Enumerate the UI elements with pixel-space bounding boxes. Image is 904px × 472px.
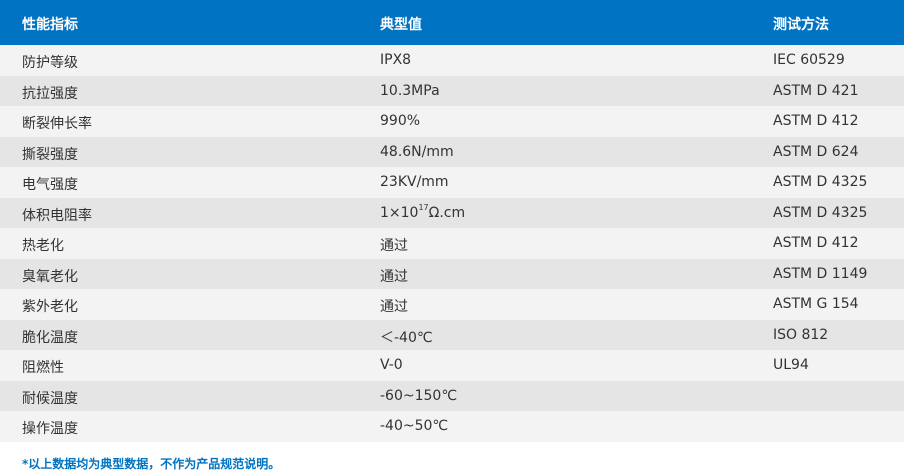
typical-value: 通过 — [380, 296, 408, 316]
table-row: 断裂伸长率 990% ASTM D 412 — [0, 106, 904, 137]
table-header: 性能指标 典型值 测试方法 — [0, 0, 904, 45]
property-name: 耐候温度 — [22, 390, 78, 407]
test-method: ASTM D 412 — [773, 113, 859, 129]
value-exponent: 17 — [418, 202, 429, 212]
table-row: 脆化温度 ＜-40℃ ISO 812 — [0, 319, 904, 350]
property-name: 体积电阻率 — [22, 207, 92, 224]
property-name: 断裂伸长率 — [22, 116, 92, 132]
table-row: 阻燃性 V-0 UL94 — [0, 350, 904, 381]
value-text: 23KV/mm — [380, 174, 449, 190]
test-method: ASTM D 624 — [773, 143, 859, 160]
value-text: 通过 — [380, 238, 408, 254]
test-method: UL94 — [773, 357, 809, 373]
table-row: 热老化 通过 ASTM D 412 — [0, 228, 904, 259]
test-method: ASTM D 4325 — [773, 204, 868, 221]
header-property: 性能指标 — [22, 17, 78, 33]
typical-value: 10.3MPa — [380, 83, 440, 99]
typical-value: V-0 — [380, 357, 403, 373]
value-unit: Ω.cm — [428, 204, 466, 221]
table-row: 撕裂强度 48.6N/mm ASTM D 624 — [0, 136, 904, 167]
test-method: ISO 812 — [773, 326, 829, 343]
table-row: 操作温度 -40~50℃ — [0, 411, 904, 442]
table-row: 紫外老化 通过 ASTM G 154 — [0, 289, 904, 320]
property-name: 操作温度 — [22, 421, 78, 437]
value-text: 990% — [380, 113, 421, 129]
property-name: 热老化 — [22, 238, 64, 254]
test-method: ASTM D 412 — [773, 235, 859, 251]
table-row: 体积电阻率 1×1017Ω.cm ASTM D 4325 — [0, 197, 904, 228]
value-text: V-0 — [380, 357, 403, 373]
property-name: 臭氧老化 — [22, 268, 78, 285]
value-text: 1×10 — [380, 204, 419, 221]
value-text: -40~50℃ — [380, 418, 449, 434]
test-method: ASTM D 421 — [773, 82, 859, 99]
typical-value: -60~150℃ — [380, 388, 457, 404]
property-name: 防护等级 — [22, 55, 78, 71]
property-name: 抗拉强度 — [22, 85, 78, 102]
typical-value: 990% — [380, 113, 420, 129]
value-text: 通过 — [380, 268, 408, 285]
typical-value: IPX8 — [380, 52, 411, 68]
property-name: 阻燃性 — [22, 360, 64, 376]
typical-value: 48.6N/mm — [380, 144, 454, 160]
property-name: 紫外老化 — [22, 299, 78, 315]
table-body: 防护等级 IPX8 IEC 60529 抗拉强度 10.3MPa ASTM D 421 断裂… — [0, 45, 904, 442]
typical-value: 23KV/mm — [380, 174, 449, 190]
test-method: ASTM D 1149 — [773, 265, 868, 282]
test-method: IEC 60529 — [773, 52, 845, 68]
table-row: 抗拉强度 10.3MPa ASTM D 421 — [0, 75, 904, 106]
value-text: 48.6N/mm — [380, 143, 454, 160]
table-row: 防护等级 IPX8 IEC 60529 — [0, 45, 904, 76]
footnote: *以上数据均为典型数据，不作为产品规范说明。 — [22, 457, 281, 471]
table-row: 电气强度 23KV/mm ASTM D 4325 — [0, 167, 904, 198]
value-text: -60~150℃ — [380, 387, 458, 404]
value-text: 10.3MPa — [380, 82, 440, 99]
typical-value: -40~50℃ — [380, 418, 448, 434]
table-row: 臭氧老化 通过 ASTM D 1149 — [0, 258, 904, 289]
property-name: 电气强度 — [22, 177, 78, 193]
property-name: 撕裂强度 — [22, 146, 78, 163]
header-typical-value: 典型值 — [380, 17, 422, 33]
value-text: 通过 — [380, 299, 408, 315]
value-text: ＜-40℃ — [380, 329, 433, 346]
typical-value: 通过 — [380, 266, 408, 286]
property-name: 脆化温度 — [22, 329, 78, 346]
table-row: 耐候温度 -60~150℃ — [0, 380, 904, 411]
typical-value: 1×1017Ω.cm — [380, 202, 466, 221]
typical-value: 通过 — [380, 235, 408, 255]
test-method: ASTM D 4325 — [773, 174, 868, 190]
test-method: ASTM G 154 — [773, 296, 859, 312]
typical-value: ＜-40℃ — [380, 327, 433, 347]
header-test-method: 测试方法 — [773, 17, 829, 33]
value-text: IPX8 — [380, 52, 412, 68]
